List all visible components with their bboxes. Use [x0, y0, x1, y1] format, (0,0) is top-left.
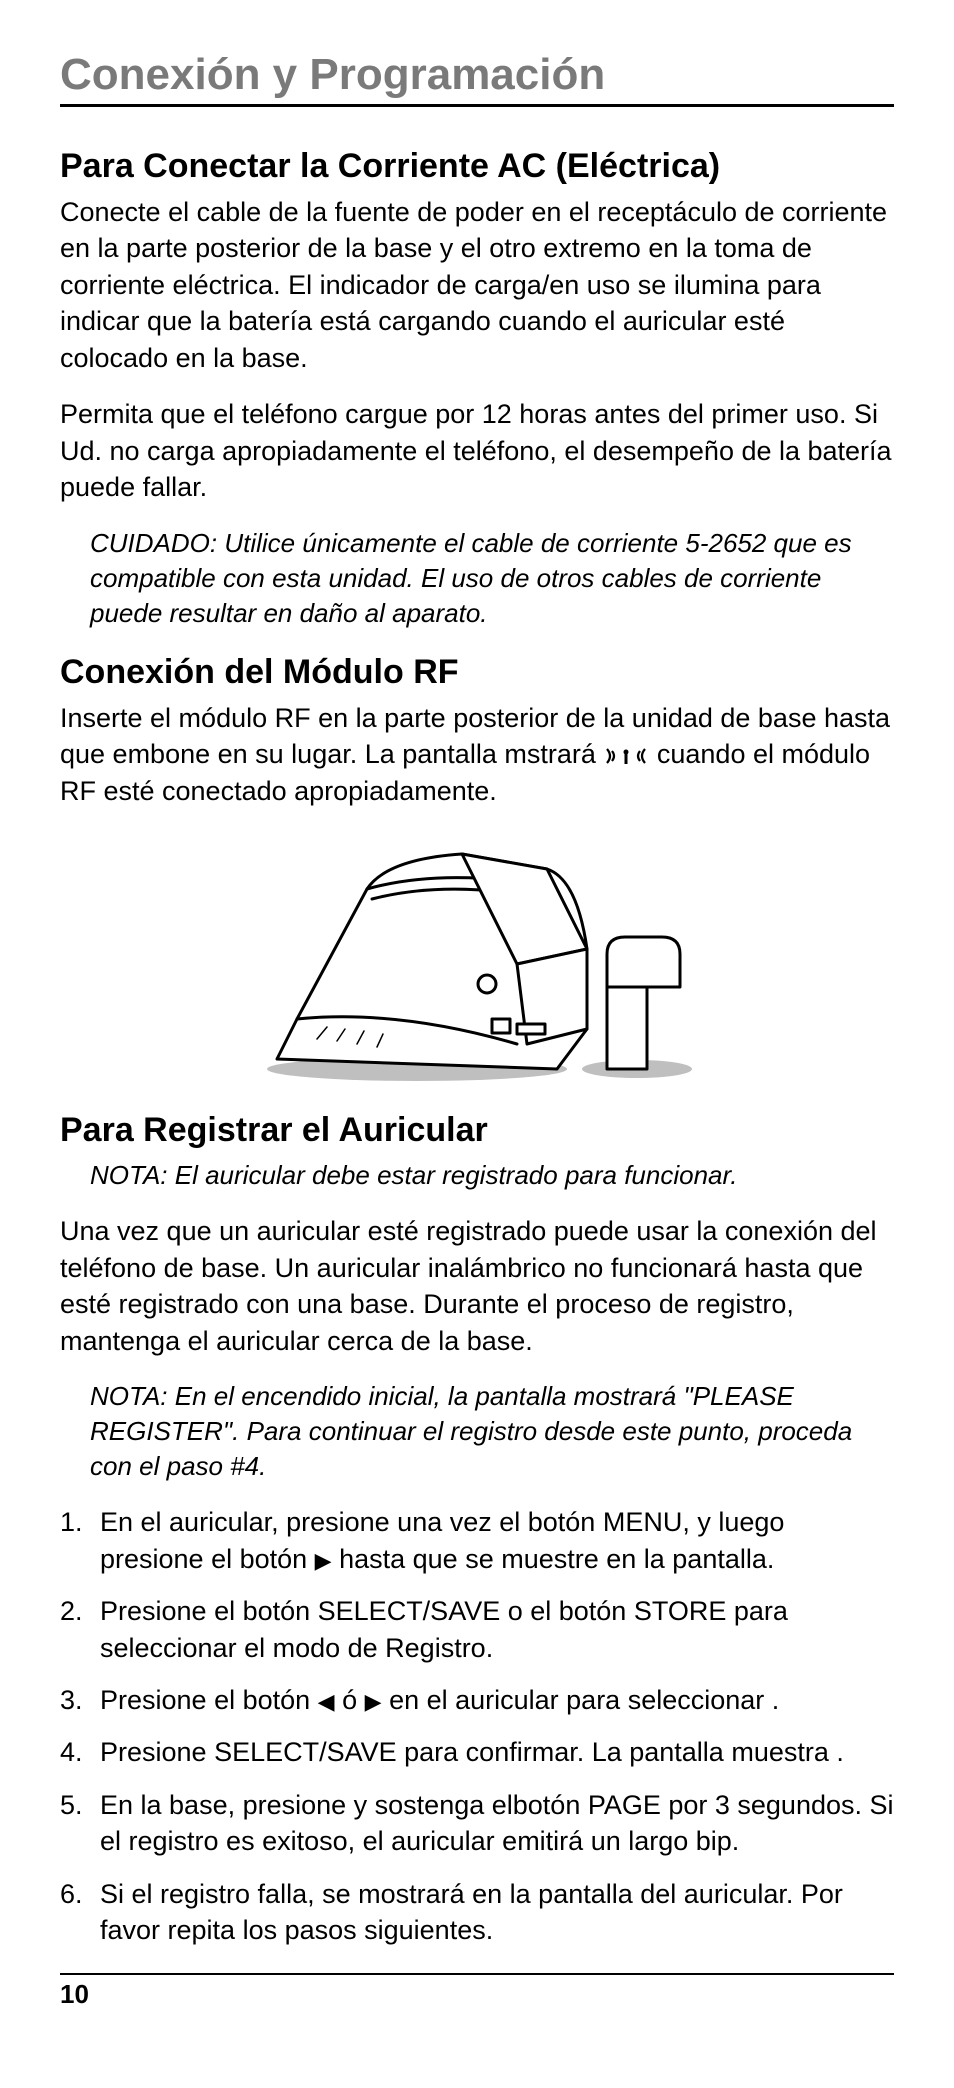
arrow-right-icon: ▶ [315, 1546, 332, 1576]
arrow-left-icon: ◀ [318, 1687, 335, 1717]
step-3b: en el auricular para seleccionar . [389, 1685, 779, 1715]
note-register-2: NOTA: En el encendido inicial, la pantal… [60, 1379, 894, 1484]
heading-register: Para Registrar el Auricular [60, 1111, 894, 1150]
arrow-right-icon-2: ▶ [365, 1687, 382, 1717]
step-3: Presione el botón ◀ ó ▶ en el auricular … [60, 1682, 894, 1718]
page-title: Conexión y Programación [60, 50, 894, 107]
heading-rf: Conexión del Módulo RF [60, 653, 894, 692]
step-5: En la base, presione y sostenga elbotón … [60, 1787, 894, 1860]
caution-ac: CUIDADO: Utilice únicamente el cable de … [60, 526, 894, 631]
figure-base-unit [60, 829, 894, 1089]
rf-signal-icon [603, 746, 649, 766]
step-3mid: ó [342, 1685, 365, 1715]
step-2: Presione el botón SELECT/SAVE o el botón… [60, 1593, 894, 1666]
note-register-1: NOTA: El auricular debe estar registrado… [60, 1158, 894, 1193]
para-register-1: Una vez que un auricular esté registrado… [60, 1213, 894, 1359]
para-ac-1: Conecte el cable de la fuente de poder e… [60, 194, 894, 376]
para-rf: Inserte el módulo RF en la parte posteri… [60, 700, 894, 809]
step-1: En el auricular, presione una vez el bot… [60, 1504, 894, 1577]
step-4: Presione SELECT/SAVE para confirmar. La … [60, 1734, 894, 1770]
heading-ac: Para Conectar la Corriente AC (Eléctrica… [60, 147, 894, 186]
step-3a: Presione el botón [100, 1685, 318, 1715]
para-ac-2: Permita que el teléfono cargue por 12 ho… [60, 396, 894, 505]
step-6: Si el registro falla, se mostrará en la … [60, 1876, 894, 1949]
steps-list: En el auricular, presione una vez el bot… [60, 1504, 894, 1948]
step-1b: hasta que se muestre en la pantalla. [339, 1544, 774, 1574]
footer: 10 [60, 1973, 894, 2010]
page-number: 10 [60, 1979, 89, 2009]
